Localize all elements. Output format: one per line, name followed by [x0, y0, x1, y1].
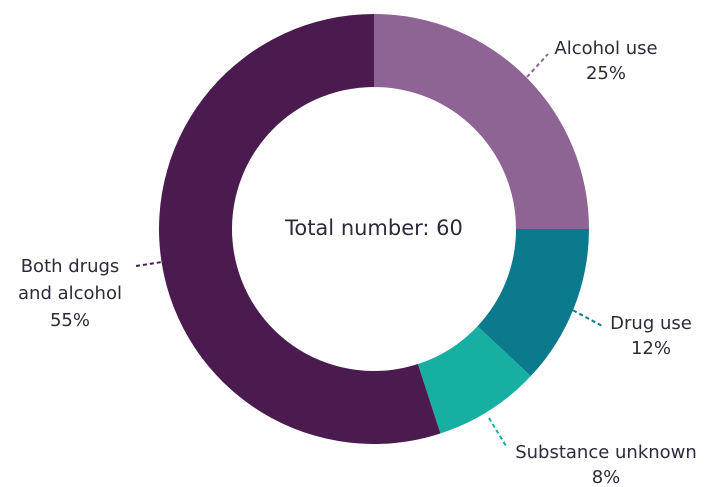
slice-value-substance-unknown: 8% [592, 467, 621, 487]
donut-slices [158, 14, 589, 445]
slice-both-drugs-and-alcohol [158, 14, 441, 445]
slice-label-substance-unknown-0: Substance unknown [515, 442, 697, 463]
leader-line-both-drugs-and-alcohol [135, 261, 163, 267]
slice-drug-use [477, 229, 589, 377]
leader-line-drug-use [566, 306, 605, 328]
leader-lines [135, 53, 605, 447]
slice-label-alcohol-use-0: Alcohol use [554, 38, 657, 59]
slice-label-drug-use-0: Drug use [610, 313, 692, 334]
center-total-label: Total number: 60 [284, 216, 463, 240]
slice-substance-unknown [417, 326, 531, 434]
leader-line-substance-unknown [488, 417, 507, 447]
leader-line-alcohol-use [526, 53, 549, 78]
slice-label-both-drugs-and-alcohol-0: Both drugs [21, 256, 120, 277]
slice-value-both-drugs-and-alcohol: 55% [50, 310, 90, 331]
slice-labels: Alcohol use 25% Drug use 12% Substance unkno… [18, 38, 697, 487]
slice-value-alcohol-use: 25% [586, 63, 626, 84]
slice-value-drug-use: 12% [631, 338, 671, 359]
slice-alcohol-use [374, 14, 589, 229]
slice-label-both-drugs-and-alcohol-1: and alcohol [18, 283, 122, 304]
